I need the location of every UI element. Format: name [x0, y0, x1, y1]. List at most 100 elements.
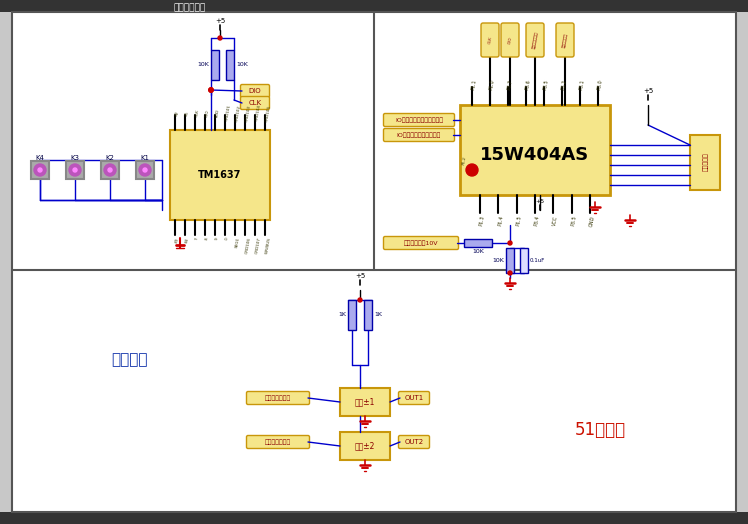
Text: K2: K2: [105, 155, 114, 161]
Text: 1K: 1K: [374, 312, 382, 318]
Bar: [136, 161, 154, 179]
Circle shape: [209, 88, 213, 92]
Text: P3.2: P3.2: [561, 79, 568, 91]
Bar: [506, 248, 514, 273]
Text: DIO: DIO: [248, 88, 261, 94]
Text: WR/BUS: WR/BUS: [265, 237, 272, 254]
Text: P3.1: P3.1: [579, 79, 586, 91]
FancyBboxPatch shape: [247, 435, 310, 449]
Text: 51黑电子: 51黑电子: [574, 421, 625, 439]
Circle shape: [508, 271, 512, 275]
FancyBboxPatch shape: [241, 96, 269, 110]
Text: K2: K2: [175, 110, 180, 116]
Text: GRD101: GRD101: [225, 104, 232, 122]
Text: 10K: 10K: [197, 62, 209, 68]
Text: 隔离输出: 隔离输出: [111, 353, 148, 367]
Text: DIO: DIO: [205, 109, 210, 117]
FancyBboxPatch shape: [241, 84, 269, 97]
Text: P1.3: P1.3: [479, 215, 485, 226]
Text: +5: +5: [643, 88, 653, 94]
Text: 8: 8: [205, 237, 209, 241]
FancyBboxPatch shape: [247, 391, 310, 405]
Bar: [31, 161, 49, 179]
Bar: [460, 105, 610, 195]
Text: 程序控制器输出: 程序控制器输出: [532, 31, 539, 49]
Bar: [226, 50, 234, 80]
FancyBboxPatch shape: [399, 435, 429, 449]
Bar: [66, 161, 84, 179]
Text: 程序下载口: 程序下载口: [703, 152, 709, 171]
Text: 光耦±2: 光耦±2: [355, 442, 375, 451]
Circle shape: [108, 168, 112, 172]
Text: P1.1: P1.1: [471, 79, 478, 91]
Text: CLK: CLK: [488, 36, 493, 44]
Text: VCC: VCC: [552, 215, 559, 226]
Text: K1: K1: [185, 110, 190, 116]
Bar: [170, 130, 270, 220]
Text: 计时器电路图: 计时器电路图: [174, 4, 206, 13]
Text: +5: +5: [215, 18, 225, 24]
Text: IO信号与低电平有效输入: IO信号与低电平有效输入: [396, 132, 441, 138]
Circle shape: [34, 164, 46, 176]
Text: P1.0: P1.0: [489, 79, 496, 91]
Text: OUT1: OUT1: [405, 395, 423, 401]
Text: 电压控制输出: 电压控制输出: [562, 32, 568, 48]
FancyBboxPatch shape: [526, 23, 544, 57]
FancyBboxPatch shape: [501, 23, 519, 57]
Text: 定时检测输出口: 定时检测输出口: [265, 395, 291, 401]
Circle shape: [73, 168, 77, 172]
Bar: [340, 432, 390, 460]
Circle shape: [466, 164, 478, 176]
Text: +5: +5: [536, 199, 545, 204]
Text: P3.5: P3.5: [571, 215, 577, 226]
Text: SEG1: SEG1: [235, 237, 241, 248]
Circle shape: [38, 168, 42, 172]
Circle shape: [69, 164, 81, 176]
Text: 10K: 10K: [236, 62, 248, 68]
Text: GRD106: GRD106: [245, 237, 252, 255]
Text: OUT2: OUT2: [405, 439, 423, 445]
Text: GRD102: GRD102: [235, 104, 242, 122]
Text: 光耦±1: 光耦±1: [355, 398, 375, 407]
Bar: [340, 388, 390, 416]
Text: 0: 0: [225, 237, 230, 241]
Text: P3.5: P3.5: [543, 79, 550, 91]
Text: +5: +5: [355, 273, 365, 279]
Text: P1.5: P1.5: [515, 215, 522, 226]
Circle shape: [143, 168, 147, 172]
Bar: [348, 300, 356, 330]
Text: P3.6: P3.6: [525, 79, 532, 91]
Text: 电压检测输入10V: 电压检测输入10V: [404, 240, 438, 246]
Text: 9: 9: [215, 237, 219, 241]
Text: K4: K4: [185, 237, 190, 243]
Text: 10K: 10K: [492, 258, 504, 263]
Bar: [0, 512, 748, 524]
Text: 7: 7: [195, 237, 200, 241]
Circle shape: [209, 88, 213, 92]
Text: CLK: CLK: [248, 100, 262, 106]
FancyBboxPatch shape: [399, 391, 429, 405]
Text: GRD105: GRD105: [265, 104, 272, 122]
Text: P3.7: P3.7: [507, 79, 514, 91]
Bar: [101, 161, 119, 179]
Bar: [690, 135, 720, 190]
Text: K1: K1: [141, 155, 150, 161]
Text: 15W404AS: 15W404AS: [480, 146, 589, 164]
FancyBboxPatch shape: [556, 23, 574, 57]
FancyBboxPatch shape: [481, 23, 499, 57]
Circle shape: [218, 36, 222, 40]
Bar: [0, 0, 748, 12]
Text: TM1637: TM1637: [198, 170, 242, 180]
Text: IO信号与低电平发有效输入: IO信号与低电平发有效输入: [395, 117, 443, 123]
Text: 1K: 1K: [338, 312, 346, 318]
FancyBboxPatch shape: [384, 128, 455, 141]
Bar: [464, 239, 492, 247]
Bar: [364, 300, 372, 330]
Circle shape: [358, 298, 362, 302]
Text: CLK: CLK: [195, 109, 200, 117]
Text: GRD104: GRD104: [255, 104, 262, 122]
Circle shape: [104, 164, 116, 176]
Text: GRD103: GRD103: [245, 104, 252, 122]
Text: GRD107: GRD107: [255, 237, 262, 255]
Bar: [520, 248, 528, 273]
